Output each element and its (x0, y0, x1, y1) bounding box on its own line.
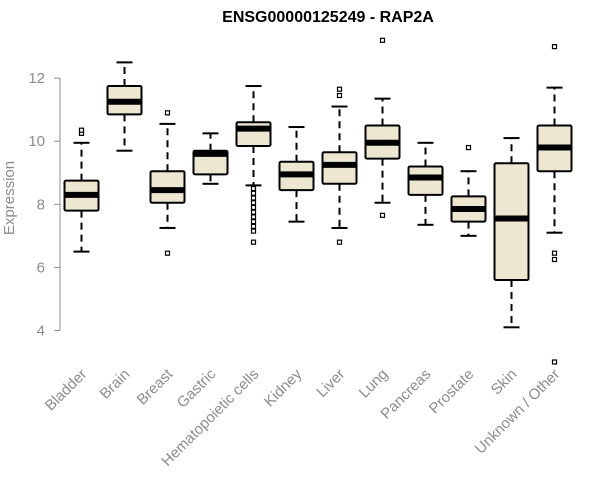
outlier-point (250, 223, 257, 229)
y-tick-label: 6 (37, 259, 45, 276)
x-category-label: Liver (313, 366, 348, 401)
outlier-point (336, 239, 343, 245)
outlier-point (551, 44, 558, 50)
outlier-point (250, 204, 257, 211)
outlier-point (551, 256, 558, 263)
box-group (106, 61, 143, 152)
iqr-box (493, 162, 530, 281)
chart-title: ENSG00000125249 - RAP2A (222, 9, 434, 26)
box-group (321, 86, 358, 245)
x-category-label: Brain (97, 366, 134, 403)
y-tick-label: 4 (37, 322, 45, 339)
y-tick-label: 12 (28, 70, 45, 87)
x-category-label: Kidney (261, 365, 306, 410)
box-group (536, 44, 573, 365)
x-category-label: Skin (488, 366, 521, 399)
outlier-point (250, 239, 257, 245)
outlier-point (250, 209, 257, 215)
outlier-point (379, 212, 386, 218)
box-group (450, 144, 487, 237)
box-group (493, 137, 530, 329)
outlier-point (336, 86, 343, 92)
box-group (364, 37, 401, 218)
y-axis: 4 6 8 10 12 (28, 70, 61, 339)
x-category-label: Bladder (42, 366, 91, 415)
outlier-point (379, 37, 386, 43)
iqr-box (149, 170, 186, 204)
outlier-point (551, 359, 558, 365)
box-group (63, 127, 100, 253)
box-group (149, 110, 186, 256)
boxes (63, 37, 573, 365)
outlier-point (78, 127, 85, 133)
iqr-box (321, 151, 358, 185)
outlier-point (250, 228, 257, 234)
x-category-label: Prostate (426, 366, 478, 418)
outlier-point (551, 250, 558, 256)
outlier-point (250, 219, 257, 225)
iqr-box (407, 165, 444, 196)
box-group (235, 85, 272, 245)
box-group (192, 132, 229, 185)
y-tick-label: 10 (28, 133, 45, 150)
outlier-point (250, 195, 257, 201)
box-group (278, 126, 315, 223)
outlier-point (250, 214, 257, 220)
outlier-point (250, 185, 257, 192)
outlier-point (164, 110, 171, 116)
outlier-point (336, 92, 343, 99)
x-category-label: Lung (356, 366, 392, 402)
outlier-point (465, 144, 472, 151)
y-axis-label: Expression (1, 161, 18, 235)
outlier-point (250, 190, 257, 196)
box-group (407, 141, 444, 226)
y-tick-label: 8 (37, 196, 45, 213)
outlier-point (164, 250, 171, 256)
outlier-point (250, 200, 257, 206)
x-category-label: Breast (134, 365, 177, 408)
